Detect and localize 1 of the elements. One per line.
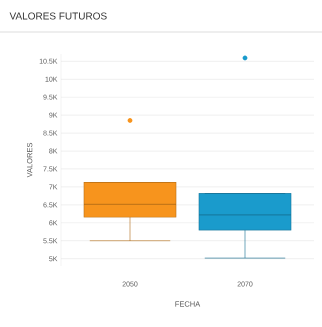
chart-title: VALORES FUTUROS	[10, 12, 107, 20]
